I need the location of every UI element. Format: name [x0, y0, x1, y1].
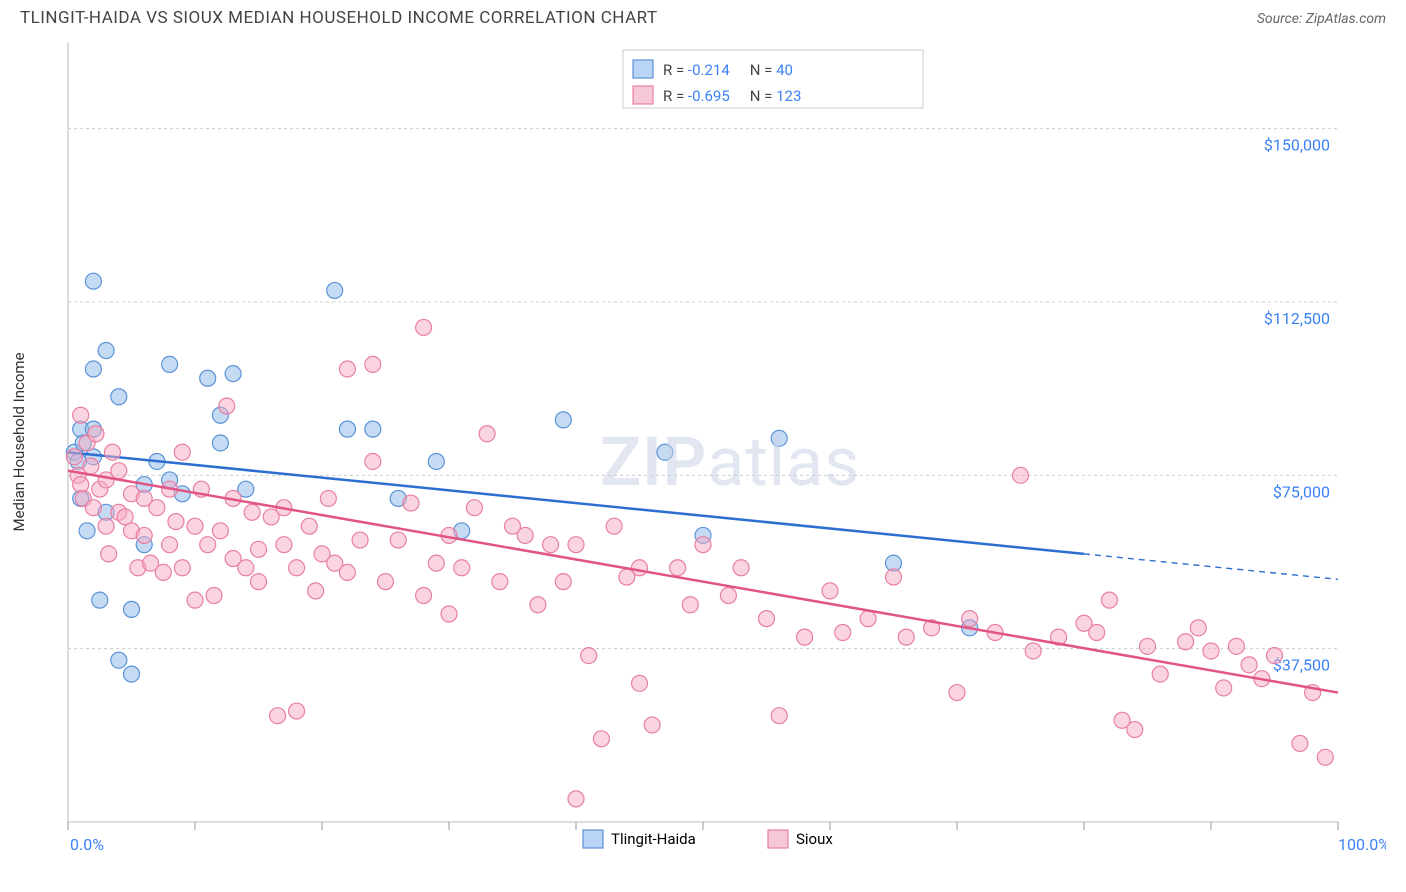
svg-text:100.0%: 100.0%: [1338, 835, 1386, 852]
svg-text:Sioux: Sioux: [796, 830, 833, 848]
scatter-chart: $37,500$75,000$112,500$150,0000.0%100.0%…: [20, 32, 1386, 852]
chart-container: Median Household Income ZIPatlas $37,500…: [20, 32, 1386, 852]
svg-text:$75,000: $75,000: [1273, 482, 1330, 501]
svg-text:0.0%: 0.0%: [70, 835, 104, 852]
chart-title: TLINGIT-HAIDA VS SIOUX MEDIAN HOUSEHOLD …: [20, 8, 658, 28]
y-axis-label: Median Household Income: [10, 352, 28, 531]
svg-text:R = -0.214N = 40: R = -0.214N = 40: [663, 61, 793, 79]
source-label: Source: ZipAtlas.com: [1257, 11, 1386, 27]
header-bar: TLINGIT-HAIDA VS SIOUX MEDIAN HOUSEHOLD …: [0, 0, 1406, 32]
svg-text:Tlingit-Haida: Tlingit-Haida: [611, 830, 696, 848]
svg-text:$150,000: $150,000: [1264, 136, 1330, 155]
svg-text:$112,500: $112,500: [1264, 309, 1330, 328]
